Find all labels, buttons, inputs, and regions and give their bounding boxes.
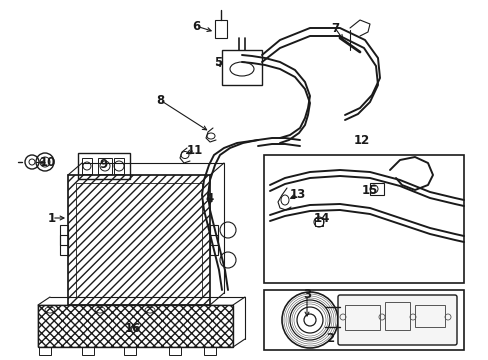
Bar — [222, 50, 262, 85]
Bar — [60, 235, 68, 255]
Text: 5: 5 — [213, 55, 222, 68]
Bar — [82, 158, 92, 174]
Bar — [345, 305, 379, 330]
Text: 16: 16 — [124, 321, 141, 334]
Text: 11: 11 — [186, 144, 203, 157]
Bar — [169, 347, 181, 355]
Text: 8: 8 — [156, 94, 164, 107]
Bar — [314, 218, 323, 226]
Bar — [414, 305, 444, 327]
Bar — [209, 235, 218, 255]
Bar — [124, 347, 136, 355]
Bar — [38, 305, 232, 347]
Text: 1: 1 — [48, 211, 56, 225]
Bar — [384, 302, 409, 330]
Bar — [68, 175, 209, 305]
Bar — [209, 225, 218, 245]
Text: 13: 13 — [289, 189, 305, 202]
Text: 14: 14 — [313, 211, 329, 225]
Bar — [76, 183, 202, 297]
Text: 6: 6 — [191, 19, 200, 32]
Text: 4: 4 — [205, 192, 214, 204]
Bar — [82, 347, 94, 355]
FancyBboxPatch shape — [337, 295, 456, 345]
Bar — [60, 225, 68, 245]
Bar — [264, 155, 463, 283]
Text: 7: 7 — [330, 22, 338, 35]
Text: 9: 9 — [100, 158, 108, 171]
Bar — [39, 347, 51, 355]
Bar — [78, 153, 130, 179]
Text: 3: 3 — [303, 288, 310, 302]
Bar — [264, 290, 463, 350]
Bar — [114, 158, 124, 174]
Bar — [369, 183, 383, 195]
Text: 10: 10 — [40, 157, 56, 170]
Text: 15: 15 — [361, 184, 377, 197]
Bar — [215, 20, 226, 38]
Text: 12: 12 — [353, 134, 369, 147]
Bar — [98, 158, 112, 174]
Text: 2: 2 — [325, 332, 333, 345]
Bar — [203, 347, 216, 355]
